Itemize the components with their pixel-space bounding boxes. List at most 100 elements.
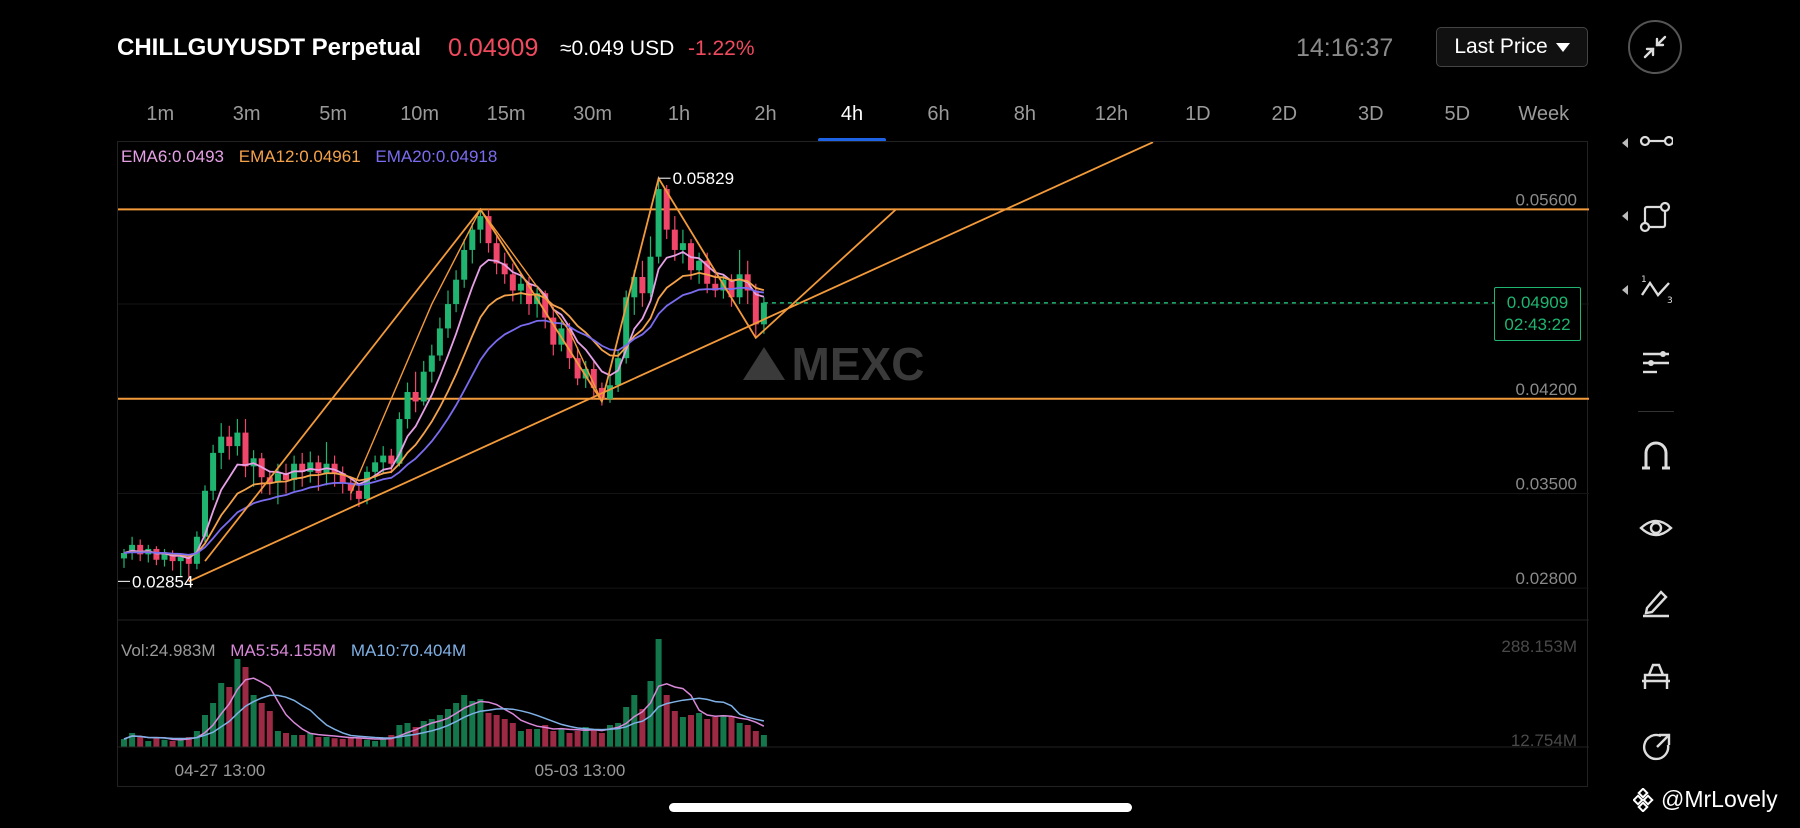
indicator-settings-tool-button[interactable] (1628, 338, 1684, 388)
volume-bar (226, 687, 233, 747)
candle-up (453, 279, 460, 305)
tab-week[interactable]: Week (1518, 103, 1570, 125)
tab-30m[interactable]: 30m (573, 103, 613, 125)
ma10-label: MA10:70.404M (350, 641, 467, 660)
candle-up (428, 355, 435, 372)
tab-1m[interactable]: 1m (146, 103, 175, 125)
volume-bar (517, 731, 524, 747)
volume-bar (145, 741, 152, 747)
price-type-dropdown[interactable]: Last Price (1436, 27, 1588, 67)
price-change-percent: -1.22% (688, 37, 755, 60)
share-tool-button[interactable] (1628, 723, 1684, 773)
candle-up (736, 274, 743, 298)
volume-bar (121, 739, 127, 747)
candle-down (639, 277, 646, 294)
price-chart[interactable]: MEXC 0.05600 0.04200 0.03500 0.02800 0.05829 0… (117, 141, 1589, 788)
volume-bar (760, 735, 767, 747)
expand-caret-icon[interactable] (1622, 138, 1628, 148)
tab-15m[interactable]: 15m (486, 103, 526, 125)
volume-bar (574, 731, 581, 747)
volume-bar (485, 713, 492, 747)
toolbar-divider (1638, 411, 1674, 412)
pattern-polyline (204, 175, 897, 562)
volume-bar (453, 703, 460, 747)
volume-bar (436, 715, 443, 747)
timeframe-tabs: 1m 3m 5m 10m 15m 30m 1h 2h 4h 6h 8h 12h 1D 2D 3D 5D Week (117, 100, 1587, 142)
collapse-arrows-icon (1643, 35, 1667, 59)
tab-2d[interactable]: 2D (1271, 103, 1298, 125)
candle-up (234, 432, 241, 447)
volume-bar (202, 715, 208, 747)
symbol-title[interactable]: CHILLGUYUSDT Perpetual (117, 34, 422, 61)
eraser-icon (1642, 663, 1670, 689)
candle-up (372, 462, 379, 472)
tab-3m[interactable]: 3m (232, 103, 261, 125)
volume-bar (445, 709, 451, 747)
volume-bar (339, 739, 346, 747)
volume-axis-tick: 288.153M (1501, 637, 1577, 656)
volume-bar (283, 733, 289, 747)
tab-6h[interactable]: 6h (927, 103, 950, 125)
volume-bar (234, 659, 241, 747)
volume-bar (274, 731, 281, 747)
tab-10m[interactable]: 10m (400, 103, 440, 125)
tab-5d[interactable]: 5D (1444, 103, 1471, 125)
shape-tool-tool-button[interactable] (1622, 191, 1684, 241)
volume-bar (679, 717, 686, 747)
tab-5m[interactable]: 5m (319, 103, 348, 125)
volume-bar (299, 735, 306, 747)
candle-down (412, 392, 419, 402)
volume-bar (526, 729, 532, 747)
volume-bar (428, 719, 435, 747)
volume-bar (752, 731, 759, 747)
pen-edit-tool-button[interactable] (1628, 576, 1684, 626)
tab-3d[interactable]: 3D (1358, 103, 1384, 125)
tab-1d[interactable]: 1D (1185, 103, 1211, 125)
tab-4h[interactable]: 4h (809, 100, 895, 142)
candle-down (283, 473, 289, 480)
magnet-tool-button[interactable] (1628, 430, 1684, 480)
candle-up (121, 553, 127, 559)
eye-tool-button[interactable] (1628, 503, 1684, 553)
home-indicator[interactable] (669, 803, 1132, 812)
tab-2h[interactable]: 2h (754, 103, 777, 125)
last-price-value: 0.04909 (448, 34, 539, 62)
ma5-line (123, 677, 765, 741)
volume-bar (153, 738, 160, 747)
candle-up (129, 544, 136, 553)
tab-1h[interactable]: 1h (667, 103, 691, 125)
diamond-logo-icon (1633, 787, 1654, 812)
volume-bar (663, 695, 670, 747)
candle-up (760, 302, 767, 325)
expand-caret-icon[interactable] (1622, 285, 1628, 295)
volume-bar (129, 733, 136, 747)
volume-bar (501, 719, 508, 747)
volume-bar (331, 738, 338, 747)
volume-bar (696, 713, 703, 747)
candle-up (404, 392, 411, 420)
expand-caret-icon[interactable] (1622, 211, 1628, 221)
volume-bar (477, 699, 484, 747)
candle-down (704, 260, 711, 284)
candle-up (218, 436, 225, 453)
candle-up (445, 304, 451, 329)
eraser-tool-button[interactable] (1628, 649, 1684, 699)
trend-line-tool-button[interactable] (1622, 118, 1684, 168)
candle-down (266, 477, 273, 483)
candle-down (509, 274, 516, 291)
candle-up (380, 455, 387, 463)
candle-up (582, 369, 589, 379)
tab-8h[interactable]: 8h (1013, 103, 1037, 125)
vol-label: Vol:24.983M (121, 641, 216, 660)
candle-up (461, 249, 468, 280)
volume-bar (639, 709, 646, 747)
candle-down (566, 328, 573, 359)
collapse-button[interactable] (1628, 20, 1682, 74)
chart-canvas[interactable]: MEXC 0.05600 0.04200 0.03500 0.02800 0.05829 0… (118, 142, 1589, 788)
ascending-trendline (188, 142, 1154, 583)
tab-12h[interactable]: 12h (1094, 103, 1129, 125)
volume-bar (655, 639, 662, 747)
price-axis-tick: 0.04200 (1516, 380, 1577, 399)
ema12-label: EMA12:0.04961 (238, 147, 361, 166)
